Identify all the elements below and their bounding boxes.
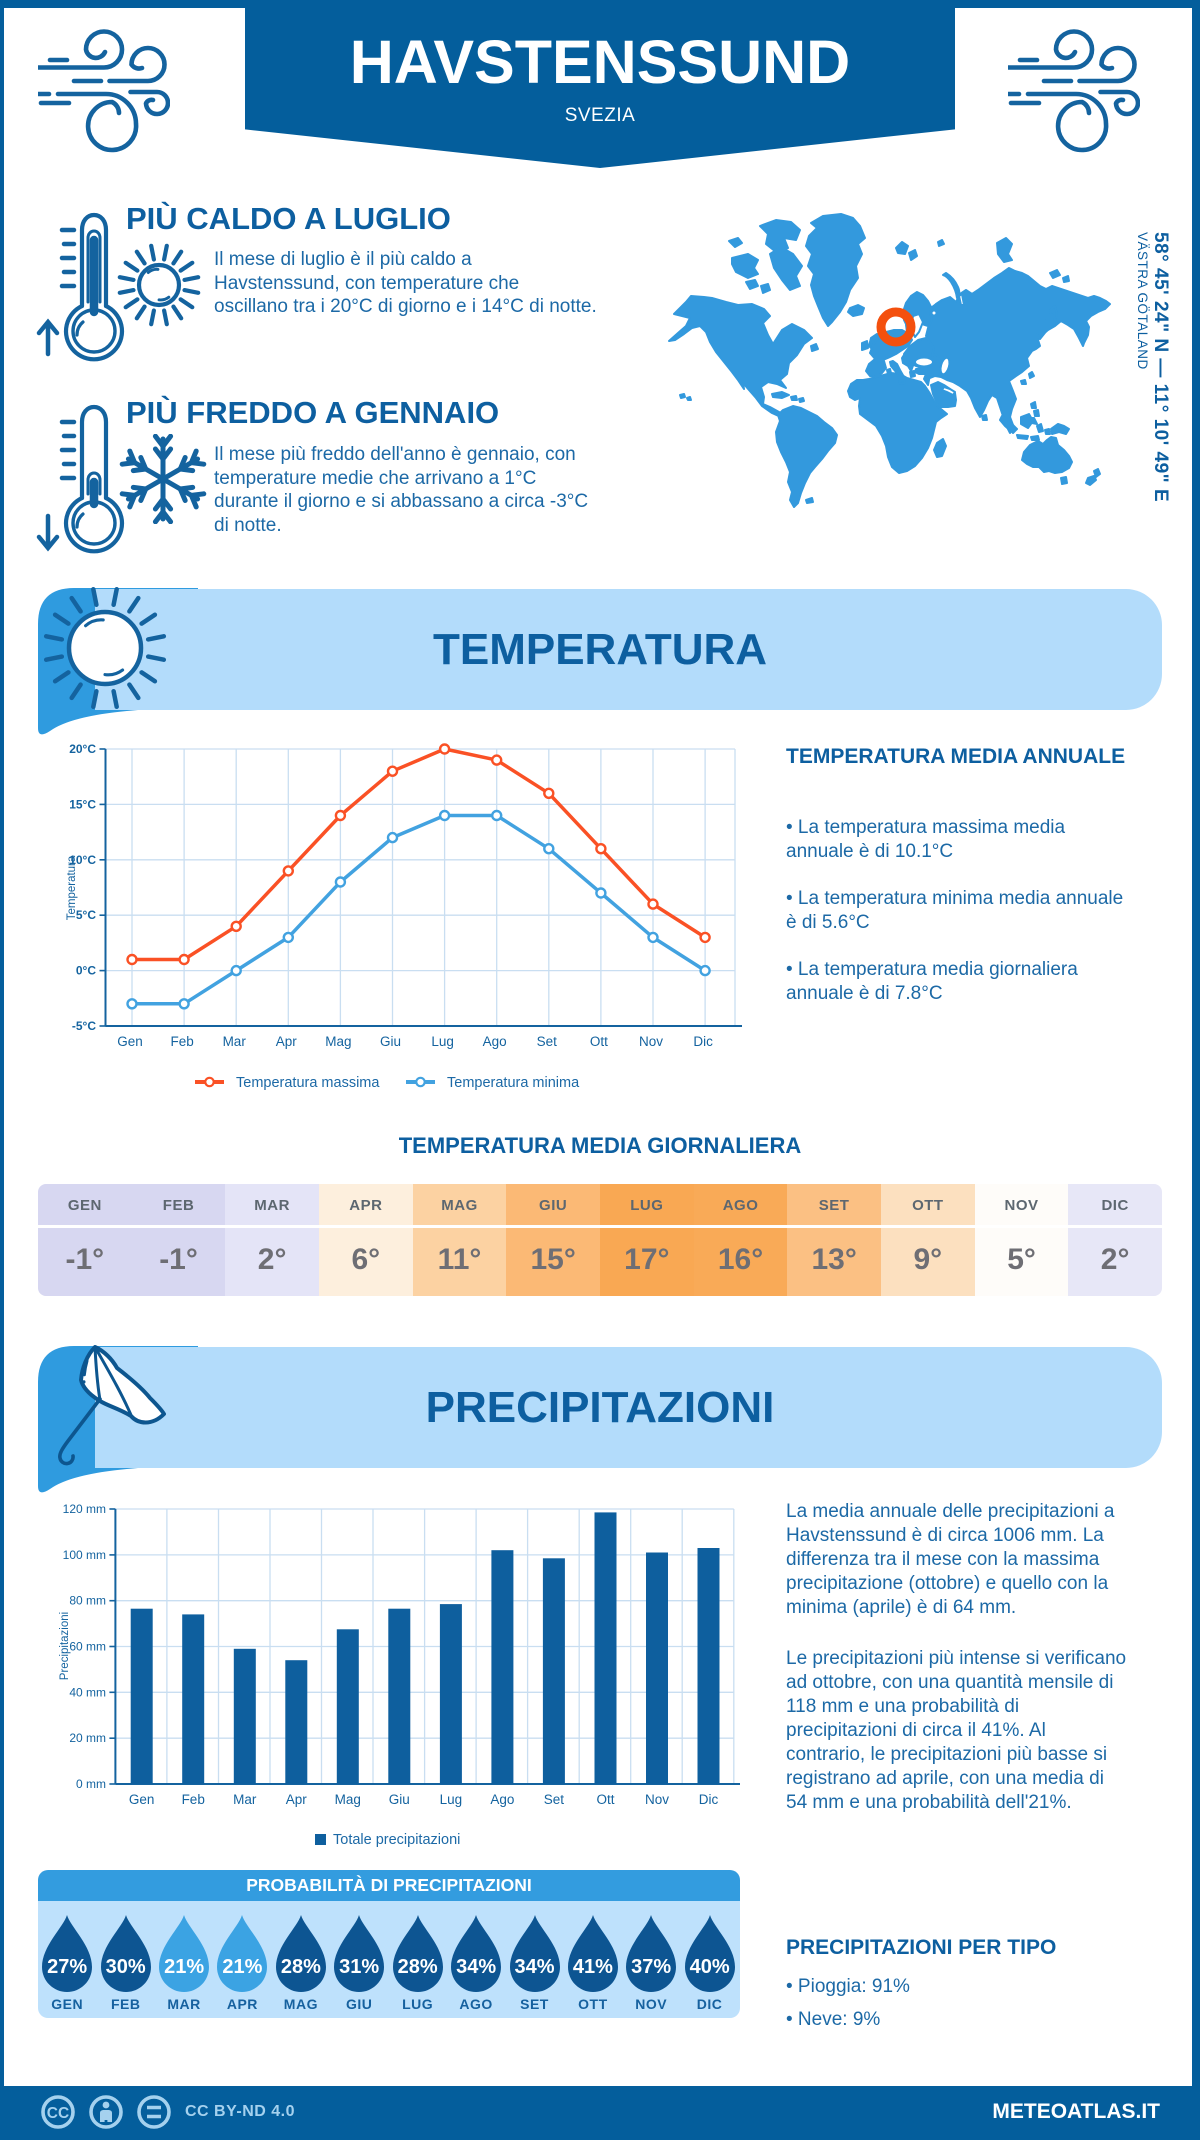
svg-text:Temperatura: Temperatura [66,855,78,920]
svg-text:Mar: Mar [233,1792,257,1807]
svg-text:Ott: Ott [590,1034,608,1049]
svg-text:CC: CC [47,2105,69,2122]
svg-text:Apr: Apr [286,1792,308,1807]
svg-text:Mar: Mar [223,1034,247,1049]
svg-text:Gen: Gen [129,1792,155,1807]
svg-text:80 mm: 80 mm [69,1594,106,1608]
svg-text:0 mm: 0 mm [76,1777,106,1791]
svg-text:-5°C: -5°C [72,1019,96,1033]
svg-text:Ago: Ago [490,1792,514,1807]
svg-text:Gen: Gen [117,1034,143,1049]
svg-text:5°C: 5°C [76,908,96,922]
svg-text:60 mm: 60 mm [69,1640,106,1654]
svg-text:100 mm: 100 mm [63,1548,106,1562]
svg-text:40 mm: 40 mm [69,1685,106,1699]
svg-text:Dic: Dic [693,1034,713,1049]
svg-text:Giu: Giu [389,1792,410,1807]
svg-text:Lug: Lug [431,1034,454,1049]
svg-text:20°C: 20°C [69,742,96,756]
svg-text:120 mm: 120 mm [63,1502,106,1516]
svg-text:Precipitazioni: Precipitazioni [59,1612,71,1680]
svg-text:Set: Set [544,1792,565,1807]
svg-text:20 mm: 20 mm [69,1731,106,1745]
svg-text:Mag: Mag [325,1034,351,1049]
svg-text:Nov: Nov [639,1034,663,1049]
svg-text:Temperatura massima: Temperatura massima [236,1075,380,1091]
svg-text:Feb: Feb [170,1034,193,1049]
svg-text:Ago: Ago [483,1034,507,1049]
svg-text:Ott: Ott [596,1792,614,1807]
svg-text:15°C: 15°C [69,797,96,811]
svg-text:Apr: Apr [276,1034,298,1049]
svg-text:Set: Set [537,1034,558,1049]
svg-text:10°C: 10°C [69,853,96,867]
svg-text:Dic: Dic [699,1792,719,1807]
svg-text:Totale precipitazioni: Totale precipitazioni [333,1832,460,1848]
svg-text:Giu: Giu [380,1034,401,1049]
svg-text:Lug: Lug [440,1792,463,1807]
svg-text:Feb: Feb [182,1792,205,1807]
svg-text:Nov: Nov [645,1792,669,1807]
svg-text:Mag: Mag [335,1792,361,1807]
svg-text:0°C: 0°C [76,964,96,978]
svg-text:Temperatura minima: Temperatura minima [447,1075,580,1091]
